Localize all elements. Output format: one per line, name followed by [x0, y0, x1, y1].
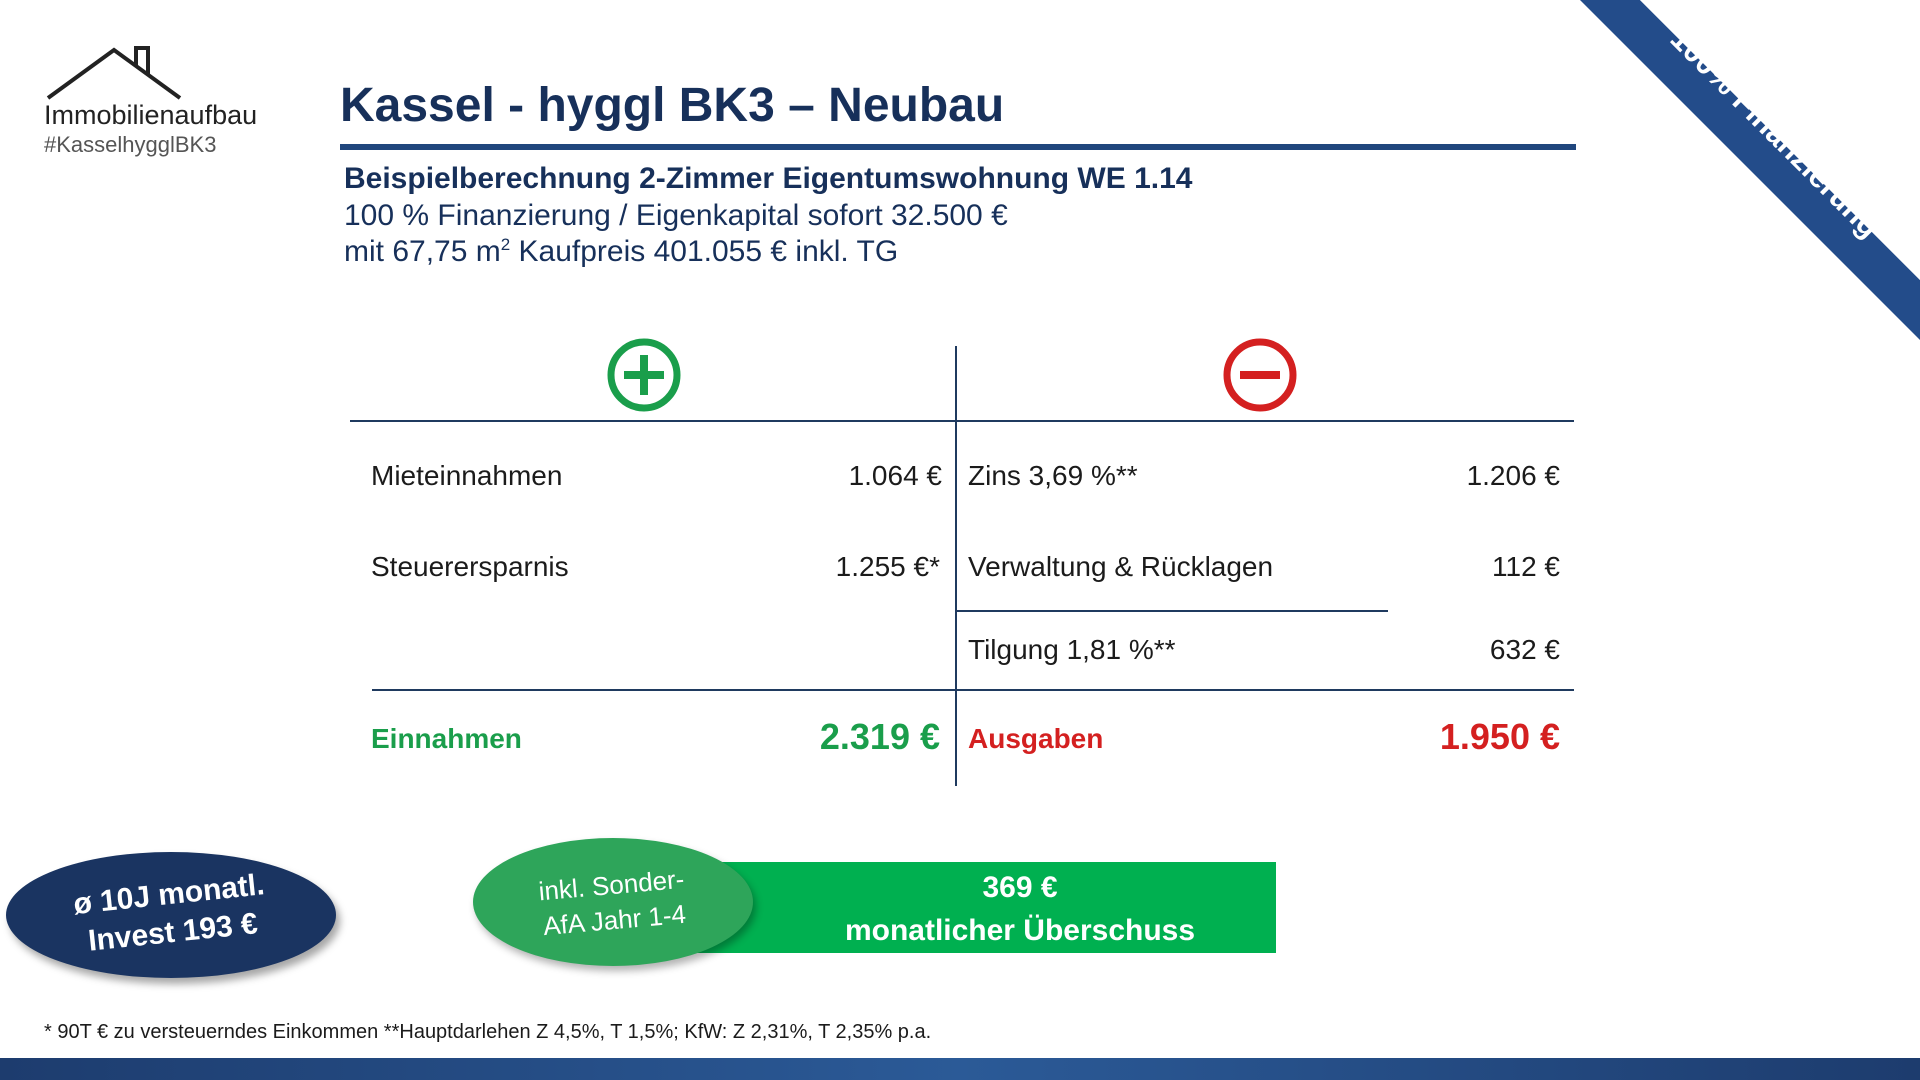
- table-total-rule: [372, 689, 1574, 691]
- income-value-rent: 1.064 €: [848, 460, 942, 491]
- financing-line: 100 % Finanzierung / Eigenkapital sofort…: [344, 199, 1008, 232]
- bottom-bar: [0, 1058, 1920, 1080]
- footnote: * 90T € zu versteuerndes Einkommen **Hau…: [44, 1021, 932, 1043]
- logo-tag: #KasselhygglBK3: [44, 132, 217, 157]
- logo-name: Immobilienaufbau: [44, 100, 258, 130]
- expense-total-label: Ausgaben: [968, 723, 1104, 754]
- expense-sub-rule: [955, 610, 1388, 612]
- page-title: Kassel - hyggl BK3 – Neubau: [340, 79, 1005, 132]
- house-roof-icon: [46, 46, 182, 100]
- plus-circle-icon: [607, 338, 681, 412]
- expense-label-management: Verwaltung & Rücklagen: [968, 551, 1274, 582]
- surplus-amount: 369 €: [982, 871, 1058, 904]
- area-price-line: mit 67,75 m2 Kaufpreis 401.055 € inkl. T…: [344, 235, 899, 268]
- expense-total-value: 1.950 €: [1439, 716, 1560, 757]
- income-total-value: 2.319 €: [819, 716, 940, 757]
- expense-value-interest: 1.206 €: [1466, 460, 1560, 491]
- corner-ribbon: [1580, 0, 1920, 340]
- subtitle: Beispielberechnung 2-Zimmer Eigentumswoh…: [344, 162, 1193, 195]
- surplus-banner: 369 € monatlicher Überschuss: [690, 862, 1276, 953]
- table-divider-vertical: [955, 346, 957, 786]
- invest-badge: ø 10J monatl. Invest 193 €: [6, 852, 336, 978]
- expense-value-repayment: 632 €: [1489, 634, 1560, 665]
- expense-label-interest: Zins 3,69 %**: [968, 460, 1138, 491]
- expense-label-repayment: Tilgung 1,81 %**: [968, 634, 1176, 665]
- income-value-tax: 1.255 €*: [835, 551, 940, 582]
- expense-value-management: 112 €: [1492, 551, 1560, 582]
- surplus-label: monatlicher Überschuss: [844, 914, 1196, 947]
- title-divider: [340, 144, 1576, 150]
- table-header-rule: [350, 420, 1574, 422]
- income-total-label: Einnahmen: [371, 723, 522, 754]
- sonder-afa-badge: inkl. Sonder- AfA Jahr 1-4: [473, 838, 753, 966]
- minus-circle-icon: [1223, 338, 1297, 412]
- income-label-tax: Steuerersparnis: [371, 551, 569, 582]
- income-label-rent: Mieteinnahmen: [371, 460, 563, 491]
